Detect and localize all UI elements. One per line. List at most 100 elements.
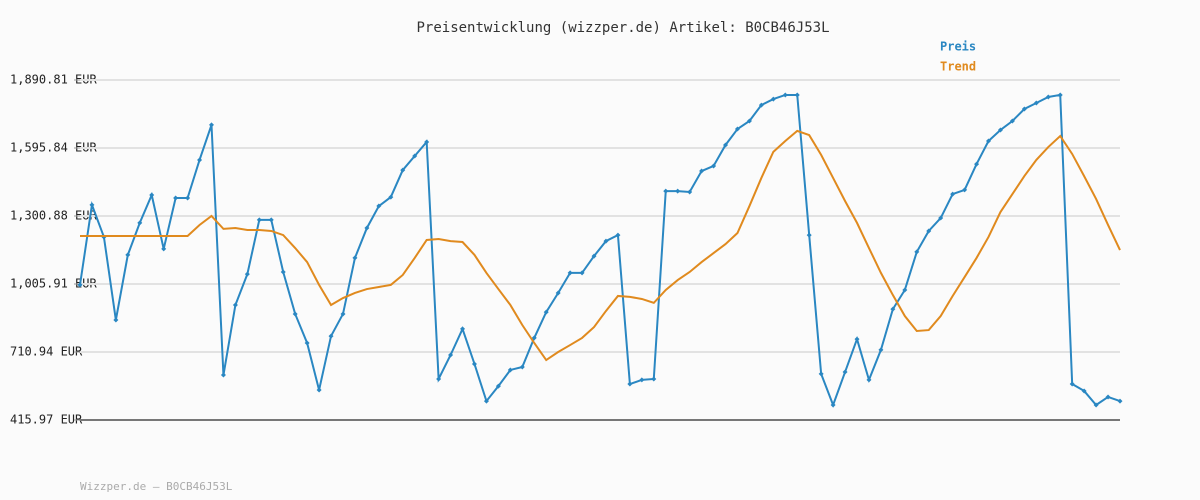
point-marker [531,335,537,341]
point-marker [460,326,466,332]
point-marker [89,202,95,208]
point-marker [507,367,513,373]
point-marker [1009,118,1015,124]
point-marker [232,302,238,308]
point-marker [376,203,382,209]
y-tick-label: 1,890.81 EUR [10,73,97,87]
point-marker [1057,92,1063,98]
point-marker [220,372,226,378]
point-marker [256,217,262,223]
point-marker [268,217,274,223]
point-marker [1069,381,1075,387]
point-marker [926,228,932,234]
point-marker [758,102,764,108]
chart-title: Preisentwicklung (wizzper.de) Artikel: B… [416,20,829,36]
point-marker [734,126,740,132]
point-marker [854,336,860,342]
point-marker [806,232,812,238]
y-tick-label: 710.94 EUR [10,344,83,358]
point-marker [316,387,322,393]
point-marker [304,340,310,346]
series-line [79,93,1121,408]
point-marker [495,383,501,389]
point-marker [579,270,585,276]
point-marker [328,333,334,339]
point-marker [1105,394,1111,400]
point-marker [627,381,633,387]
point-marker [615,232,621,238]
point-marker [555,290,561,296]
point-marker [986,138,992,144]
point-marker [878,347,884,353]
point-marker [471,361,477,367]
point-marker [639,377,645,383]
point-marker [1117,398,1123,404]
y-tick-label: 1,595.84 EUR [10,141,97,155]
point-marker [591,253,597,259]
point-marker [149,192,155,198]
legend-label: Preis [940,40,976,54]
point-marker [125,252,131,258]
point-marker [364,225,370,231]
series-line [80,129,1121,362]
point-marker [340,311,346,317]
point-marker [723,142,729,148]
point-marker [77,282,83,288]
point-marker [818,371,824,377]
point-marker [997,127,1003,133]
point-marker [161,246,167,252]
point-marker [173,195,179,201]
point-marker [974,161,980,167]
point-marker [1045,94,1051,100]
point-marker [938,215,944,221]
point-marker [113,317,119,323]
point-marker [197,157,203,163]
point-marker [400,167,406,173]
point-marker [208,122,214,128]
point-marker [651,376,657,382]
point-marker [1033,100,1039,106]
point-marker [866,377,872,383]
y-tick-label: 415.97 EUR [10,413,83,427]
point-marker [244,271,250,277]
point-marker [663,188,669,194]
footer: Wizzper.de – B0CB46J53L [80,480,233,493]
point-marker [448,352,454,358]
point-marker [1093,402,1099,408]
point-marker [137,220,143,226]
point-marker [830,402,836,408]
point-marker [292,311,298,317]
point-marker [794,92,800,98]
y-tick-label: 1,005.91 EUR [10,276,97,290]
point-marker [185,195,191,201]
point-marker [1021,106,1027,112]
point-marker [412,153,418,159]
point-marker [950,191,956,197]
legend-label: Trend [940,60,976,74]
point-marker [770,96,776,102]
point-marker [746,118,752,124]
point-marker [782,92,788,98]
point-marker [842,369,848,375]
point-marker [687,189,693,195]
point-marker [914,249,920,255]
point-marker [567,270,573,276]
point-marker [436,376,442,382]
point-marker [424,139,430,145]
point-marker [603,238,609,244]
point-marker [890,306,896,312]
point-marker [519,364,525,370]
point-marker [483,398,489,404]
point-marker [543,309,549,315]
point-marker [962,187,968,193]
point-marker [711,163,717,169]
point-marker [280,269,286,275]
point-marker [352,255,358,261]
point-marker [675,188,681,194]
y-tick-label: 1,300.88 EUR [10,208,97,222]
point-marker [902,287,908,293]
point-marker [388,194,394,200]
point-marker [1081,388,1087,394]
point-marker [699,168,705,174]
